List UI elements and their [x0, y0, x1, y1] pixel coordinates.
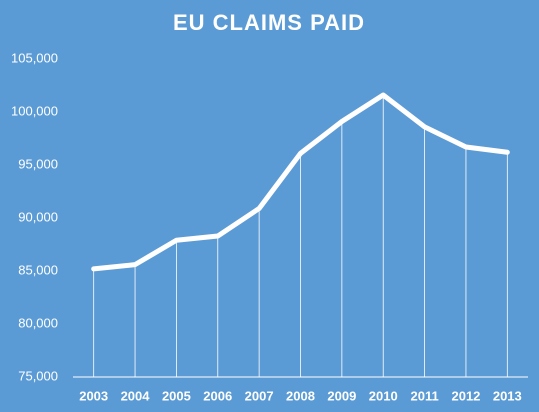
- x-tick-label: 2013: [493, 388, 522, 403]
- data-line: [91, 92, 510, 272]
- x-tick-label: 2003: [79, 388, 108, 403]
- y-tick-label: 90,000: [18, 209, 58, 224]
- x-tick-label: 2010: [369, 388, 398, 403]
- y-tick-label: 95,000: [18, 156, 58, 171]
- y-tick-label: 85,000: [18, 262, 58, 277]
- x-tick-label: 2012: [451, 388, 480, 403]
- x-tick-label: 2006: [203, 388, 232, 403]
- x-tick-label: 2008: [286, 388, 315, 403]
- x-tick-label: 2007: [245, 388, 274, 403]
- chart-title: EU CLAIMS PAID: [173, 10, 365, 35]
- x-tick-label: 2004: [121, 388, 151, 403]
- y-tick-label: 105,000: [11, 50, 58, 65]
- x-tick-label: 2011: [410, 388, 438, 403]
- y-tick-label: 100,000: [11, 103, 58, 118]
- x-tick-label: 2009: [327, 388, 356, 403]
- x-tick-label: 2005: [162, 388, 191, 403]
- y-tick-label: 75,000: [18, 368, 58, 383]
- y-tick-label: 80,000: [18, 315, 58, 330]
